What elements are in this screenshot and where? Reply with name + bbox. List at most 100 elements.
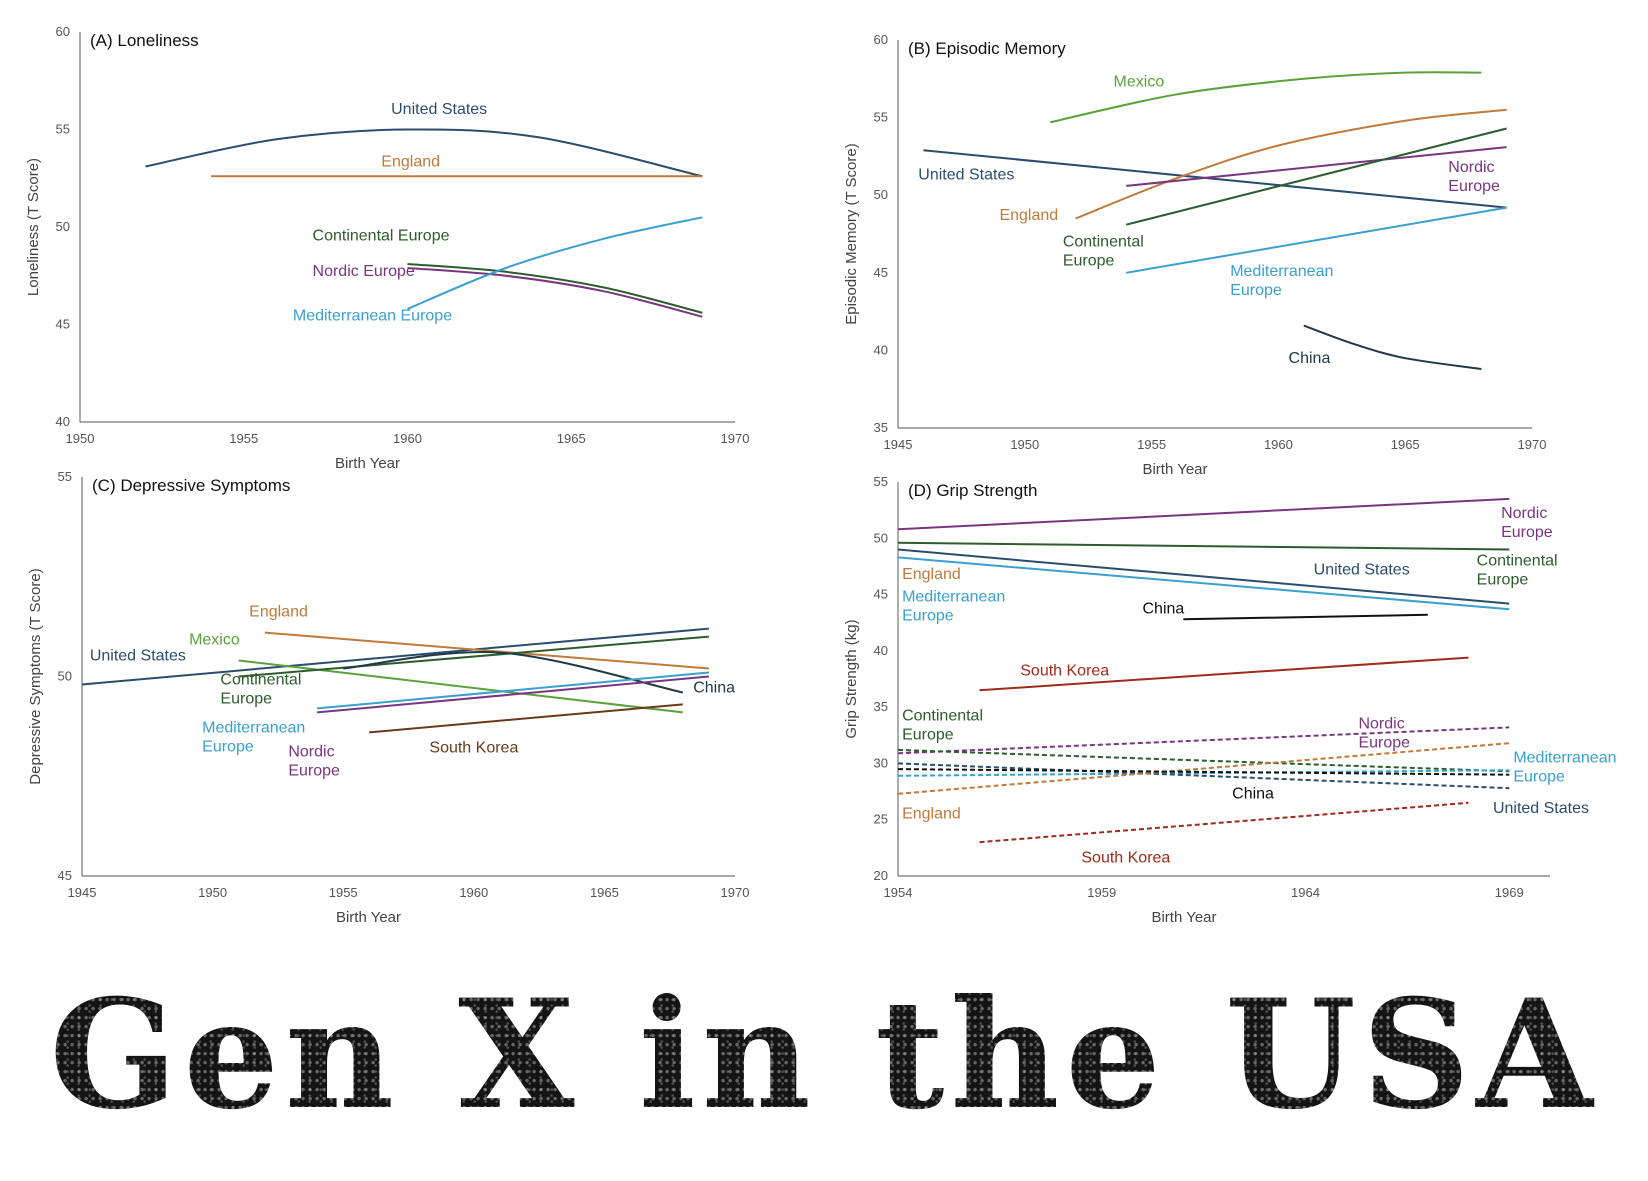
series-line-south-korea-dashed [979,801,1469,844]
series-label: Nordic Europe [288,743,340,779]
series-label: United States [1314,561,1410,578]
y-tick-label: 40 [56,414,70,429]
series-label: Continental Europe [1063,233,1144,269]
series-label: United States [391,101,487,118]
y-axis-label: Episodic Memory (T Score) [843,143,860,324]
series-line-mexico [1049,71,1482,124]
series-label: Mexico [1114,74,1165,91]
series-label-line: Europe [202,738,254,755]
y-tick-label: 35 [874,420,888,435]
x-axis-label: Birth Year [335,455,400,472]
series-label: China [1232,785,1274,802]
series-label-line: Europe [288,762,340,779]
series-label-line: Europe [1513,768,1565,785]
series-line-mediterranean-europe [1126,206,1507,274]
y-axis-label: Loneliness (T Score) [25,158,42,296]
y-axis-label: Depressive Symptoms (T Score) [27,568,44,784]
series-line-mediterranean-europe-dashed [897,769,1510,777]
y-tick-label: 25 [874,812,888,827]
series-label-line: Europe [220,690,272,707]
series-line-china-dashed [897,768,1510,776]
x-tick-label: 1950 [198,885,227,900]
series-label: Mediterranean Europe [902,588,1005,624]
series-label-line: Nordic [1448,159,1494,176]
y-tick-label: 50 [58,669,72,684]
series-line-england-dashed [897,742,1510,795]
series-line-continental-europe [238,635,709,678]
x-tick-label: 1945 [884,437,913,452]
series-label: England [381,154,440,171]
y-tick-label: 50 [874,530,888,545]
x-tick-label: 1970 [1518,437,1547,452]
series-line-united-states [81,627,709,686]
series-line-mexico [238,659,683,714]
series-label: England [902,806,961,823]
y-tick-label: 45 [56,317,70,332]
series-line-united-states [145,128,703,178]
series-label-line: Europe [1448,178,1500,195]
x-axis-label: Birth Year [1142,461,1207,478]
series-label: China [1289,350,1331,367]
series-label: United States [1493,800,1589,817]
y-tick-label: 35 [874,699,888,714]
series-line-united-states [923,149,1507,209]
series-label: Continental Europe [313,228,450,245]
x-tick-label: 1960 [1264,437,1293,452]
y-tick-label: 40 [874,342,888,357]
series-line-mediterranean-europe [897,556,1510,611]
series-label: Nordic Europe [313,263,415,280]
series-label: Mediterranean Europe [293,308,452,325]
chart-title: (A) Loneliness [90,31,199,50]
series-line-mediterranean-europe [407,216,703,310]
x-tick-label: 1959 [1087,885,1116,900]
series-line-england [264,631,709,670]
series-line-south-korea [979,656,1469,692]
series-label: Nordic Europe [1501,505,1553,541]
y-tick-label: 30 [874,755,888,770]
x-tick-label: 1950 [1010,437,1039,452]
series-label-line: Europe [1230,282,1282,299]
x-tick-label: 1960 [393,431,422,446]
series-line-nordic-europe [407,267,703,318]
series-line-england [1075,108,1507,220]
series-label: United States [918,167,1014,184]
chart-panel-b: 35 40 45 50 55 60 1945 1950 1955 1960 1965 1970 (B) … [843,32,1546,478]
series-label: Continental Europe [220,671,301,707]
series-label: England [902,566,961,583]
y-tick-label: 55 [874,474,888,489]
poster-title-text: Gen X in the USA [49,960,1599,1150]
series-line-continental-europe [897,541,1510,551]
series-line-united-states [897,548,1510,605]
series-label-line: Nordic [1358,716,1404,733]
x-tick-label: 1965 [557,431,586,446]
series-label: South Korea [1081,849,1170,866]
series-label-line: Continental [1063,233,1144,250]
y-tick-label: 20 [874,868,888,883]
y-tick-label: 55 [58,469,72,484]
series-label-line: Europe [1063,252,1115,269]
series-line-nordic-europe [1126,146,1507,187]
series-line-south-korea [369,703,683,734]
series-line-continental-europe-dashed [897,748,1510,773]
x-tick-label: 1964 [1291,885,1320,900]
x-tick-label: 1970 [721,431,750,446]
x-tick-label: 1955 [329,885,358,900]
y-tick-label: 45 [874,587,888,602]
y-tick-label: 45 [874,265,888,280]
x-tick-label: 1960 [459,885,488,900]
series-label-line: Europe [1477,571,1529,588]
x-tick-label: 1955 [1137,437,1166,452]
series-line-china [343,651,684,694]
series-label: Continental Europe [902,708,983,744]
y-tick-label: 60 [874,32,888,47]
chart-panel-c: 45 50 55 1945 1950 1955 1960 1965 1970 (C) Depres… [27,469,749,926]
series-label-line: Nordic [288,743,334,760]
series-label-line: Continental [1477,552,1558,569]
series-label: Mexico [189,632,240,649]
chart-panel-a: 40 45 50 55 60 1950 1955 1960 1965 1970 (A) Loneli… [25,24,749,472]
series-line-nordic-europe [897,497,1510,531]
series-label-line: Europe [902,607,954,624]
poster-title: Gen X in the USA [0,960,1648,1150]
series-label-line: Europe [1358,735,1410,752]
y-tick-label: 60 [56,24,70,39]
